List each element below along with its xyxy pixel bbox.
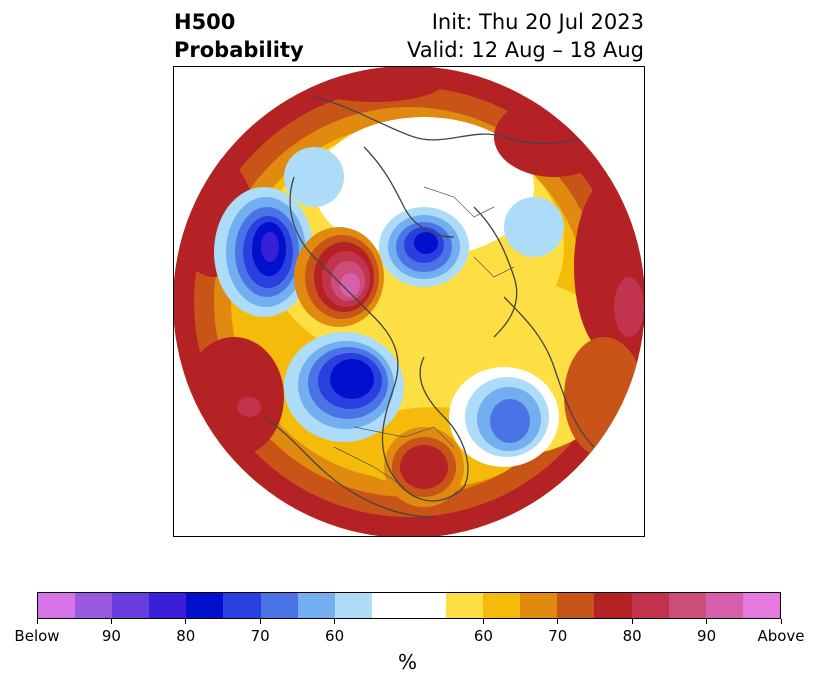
coastlines (263, 96, 605, 518)
colorbar-swatch (149, 593, 187, 618)
colorbar-swatch (260, 593, 298, 618)
colorbar-tick-label: 90 (697, 627, 717, 645)
colorbar-tick (110, 619, 112, 624)
trough-western-canada (284, 332, 404, 442)
trough-north-pacific-west (214, 187, 314, 317)
trough-north-atlantic (449, 367, 559, 467)
trough-kara-sea (379, 207, 469, 287)
colorbar (37, 592, 781, 619)
title-variable: H500 (174, 10, 236, 34)
chart-title-left: H500 Probability (174, 8, 304, 64)
colorbar-swatch (223, 593, 261, 618)
colorbar-swatch (742, 593, 780, 618)
ridge-upper-right (494, 97, 614, 177)
colorbar-swatch (38, 593, 76, 618)
colorbar-tick-label: 60 (325, 627, 345, 645)
colorbar-tick (631, 619, 633, 624)
colorbar-swatch (557, 593, 595, 618)
colorbar-tick (259, 619, 261, 624)
colorbar-tick (780, 619, 782, 624)
colorbar-tick (482, 619, 484, 624)
colorbar-swatch (186, 593, 224, 618)
ridge-siberia (294, 227, 384, 327)
colorbar-swatch (446, 593, 484, 618)
title-product: Probability (174, 38, 304, 62)
colorbar-swatch (112, 593, 150, 618)
colorbar-tick (185, 619, 187, 624)
colorbar-tick-label: Above (757, 627, 805, 645)
title-valid-range: Valid: 12 Aug – 18 Aug (406, 38, 644, 62)
colorbar-swatch (668, 593, 706, 618)
colorbar-tick (36, 619, 38, 624)
probability-map (173, 66, 645, 537)
ridge-southeast-us (384, 427, 464, 507)
colorbar-unit-label: % (398, 650, 418, 674)
map-svg (174, 67, 644, 536)
colorbar-swatch (520, 593, 558, 618)
colorbar-tick (706, 619, 708, 624)
colorbar-swatch (371, 593, 409, 618)
chart-title-right: Init: Thu 20 Jul 2023 Valid: 12 Aug – 18… (407, 8, 644, 64)
colorbar-swatch (334, 593, 372, 618)
colorbar-swatch (75, 593, 113, 618)
colorbar-tick-label: 80 (622, 627, 642, 645)
borders (333, 186, 515, 488)
colorbar-tick-label: 90 (101, 627, 121, 645)
colorbar-tick-label: 60 (473, 627, 493, 645)
colorbar-tick (334, 619, 336, 624)
colorbar-swatch (705, 593, 743, 618)
colorbar-tick (557, 619, 559, 624)
colorbar-swatch (631, 593, 669, 618)
colorbar-tick-label: 80 (176, 627, 196, 645)
colorbar-tick-label: Below (14, 627, 60, 645)
title-init-date: Init: Thu 20 Jul 2023 (431, 10, 644, 34)
colorbar-swatch (594, 593, 632, 618)
colorbar-swatch (408, 593, 447, 618)
colorbar-tick-label: 70 (548, 627, 568, 645)
colorbar-swatch (483, 593, 521, 618)
colorbar-tick-label: 70 (250, 627, 270, 645)
colorbar-swatch (297, 593, 335, 618)
